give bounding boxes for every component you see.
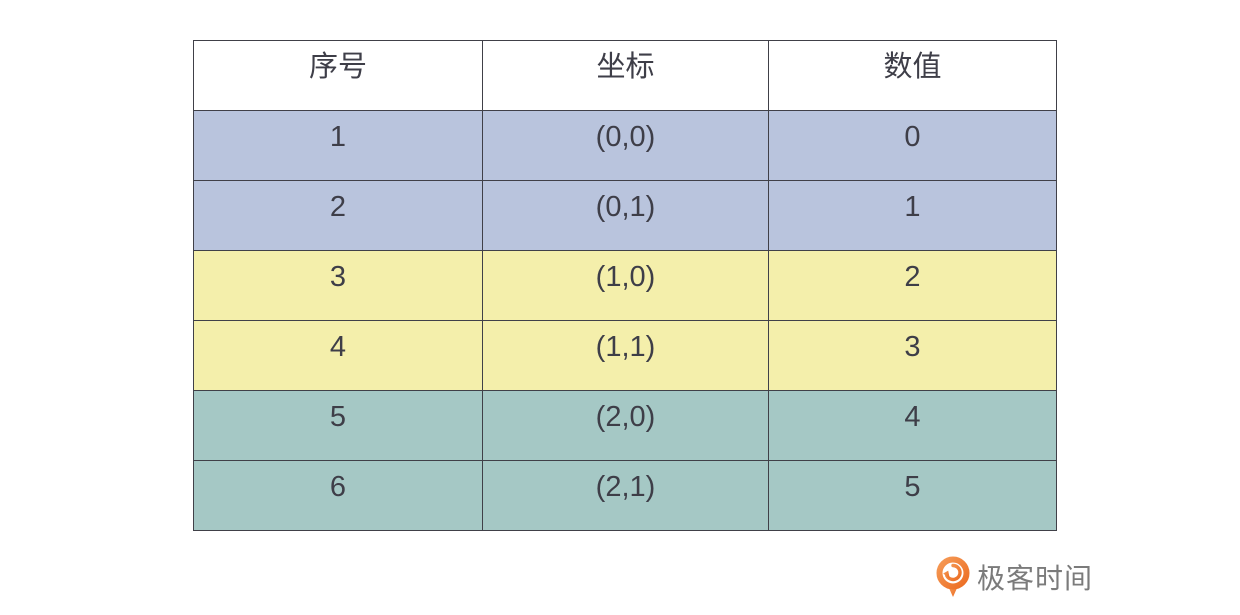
- table-row: 6 (2,1) 5: [193, 460, 1057, 531]
- coordinate-value-table: 序号 坐标 数值 1 (0,0) 0 2 (0,1) 1 3 (1,0) 2: [193, 40, 1057, 531]
- geektime-logo-text: 极客时间: [977, 563, 1094, 594]
- cell-index: 6: [193, 460, 483, 531]
- table-header-row: 序号 坐标 数值: [193, 40, 1057, 111]
- table-row: 1 (0,0) 0: [193, 110, 1057, 181]
- cell-index: 5: [193, 390, 483, 461]
- table-row: 5 (2,0) 4: [193, 390, 1057, 461]
- cell-coordinate: (1,0): [482, 250, 769, 321]
- cell-value: 1: [768, 180, 1057, 251]
- geektime-logo: 极客时间: [936, 556, 1093, 598]
- data-table: 序号 坐标 数值 1 (0,0) 0 2 (0,1) 1 3 (1,0) 2: [193, 40, 1057, 531]
- cell-value: 2: [768, 250, 1057, 321]
- cell-index: 4: [193, 320, 483, 391]
- cell-coordinate: (1,1): [482, 320, 769, 391]
- cell-index: 1: [193, 110, 483, 181]
- cell-coordinate: (2,1): [482, 460, 769, 531]
- cell-value: 3: [768, 320, 1057, 391]
- cell-index: 2: [193, 180, 483, 251]
- header-cell-coordinate: 坐标: [482, 40, 769, 111]
- cell-coordinate: (0,1): [482, 180, 769, 251]
- geektime-logo-icon: [936, 556, 970, 597]
- cell-index: 3: [193, 250, 483, 321]
- cell-value: 0: [768, 110, 1057, 181]
- table-row: 4 (1,1) 3: [193, 320, 1057, 391]
- cell-coordinate: (2,0): [482, 390, 769, 461]
- header-cell-index: 序号: [193, 40, 483, 111]
- table-row: 3 (1,0) 2: [193, 250, 1057, 321]
- header-cell-value: 数值: [768, 40, 1057, 111]
- cell-value: 4: [768, 390, 1057, 461]
- table-row: 2 (0,1) 1: [193, 180, 1057, 251]
- cell-coordinate: (0,0): [482, 110, 769, 181]
- cell-value: 5: [768, 460, 1057, 531]
